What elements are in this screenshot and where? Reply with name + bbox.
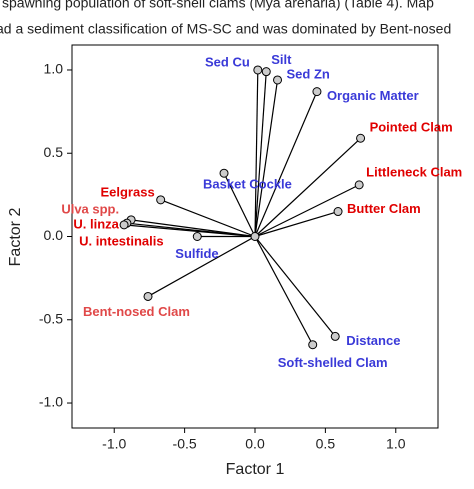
y-tick-label: 0.0 bbox=[44, 227, 64, 243]
point bbox=[330, 331, 340, 341]
x-tick-label: 1.0 bbox=[386, 436, 406, 452]
point bbox=[308, 340, 318, 350]
vector bbox=[124, 224, 256, 238]
point bbox=[356, 133, 366, 143]
point-label: Eelgrass bbox=[100, 184, 154, 199]
x-axis-label: Factor 1 bbox=[226, 461, 285, 478]
point-label: Littleneck Clam bbox=[366, 164, 462, 179]
origin bbox=[250, 232, 260, 241]
point bbox=[253, 65, 263, 75]
point-label: Sed Zn bbox=[287, 66, 330, 81]
x-tick-label: 0.5 bbox=[316, 436, 336, 452]
point-label: U. intestinalis bbox=[79, 233, 164, 248]
header-line: ad a sediment classification of MS-SC an… bbox=[0, 21, 451, 37]
vector bbox=[254, 210, 339, 238]
vector bbox=[254, 236, 336, 337]
point-label: Ulva spp. bbox=[61, 201, 119, 216]
point-label: Pointed Clam bbox=[370, 120, 453, 135]
point-label: Organic Matter bbox=[327, 88, 419, 103]
point bbox=[261, 67, 271, 77]
y-tick-label: 0.5 bbox=[44, 144, 64, 160]
point-label: Bent-nosed Clam bbox=[83, 304, 190, 319]
point bbox=[273, 75, 283, 85]
y-tick-label: -1.0 bbox=[39, 394, 63, 410]
vector bbox=[147, 235, 256, 297]
y-axis-label: Factor 2 bbox=[7, 208, 24, 267]
point-label: Distance bbox=[346, 333, 400, 348]
vector bbox=[131, 219, 256, 238]
vector bbox=[160, 199, 256, 238]
x-tick-label: -1.0 bbox=[102, 436, 126, 452]
point-label: U. linza bbox=[73, 217, 119, 232]
point bbox=[156, 195, 166, 205]
point-label: Butter Clam bbox=[347, 201, 421, 216]
point bbox=[119, 220, 129, 230]
header-line: spawning population of soft-shell clams … bbox=[2, 0, 434, 11]
x-tick-label: -0.5 bbox=[173, 436, 197, 452]
point bbox=[312, 87, 322, 97]
vector bbox=[254, 137, 361, 237]
vector bbox=[254, 91, 318, 237]
vector bbox=[254, 236, 314, 346]
vector bbox=[223, 172, 256, 237]
vector bbox=[254, 184, 360, 238]
point-label: Soft-shelled Clam bbox=[278, 355, 388, 370]
point-label: Sulfide bbox=[175, 246, 218, 261]
point-label: Silt bbox=[271, 52, 292, 67]
point bbox=[333, 207, 343, 217]
point-label: Basket Cockle bbox=[203, 177, 292, 192]
vector bbox=[254, 69, 259, 237]
point bbox=[354, 180, 364, 190]
point bbox=[143, 291, 153, 301]
y-tick-label: -0.5 bbox=[39, 310, 63, 326]
point bbox=[219, 168, 229, 178]
point bbox=[192, 232, 202, 241]
y-tick-label: 1.0 bbox=[44, 61, 64, 77]
vector bbox=[254, 71, 267, 237]
point-label: Sed Cu bbox=[205, 54, 250, 69]
vector bbox=[254, 79, 279, 237]
x-tick-label: 0.0 bbox=[245, 436, 265, 452]
